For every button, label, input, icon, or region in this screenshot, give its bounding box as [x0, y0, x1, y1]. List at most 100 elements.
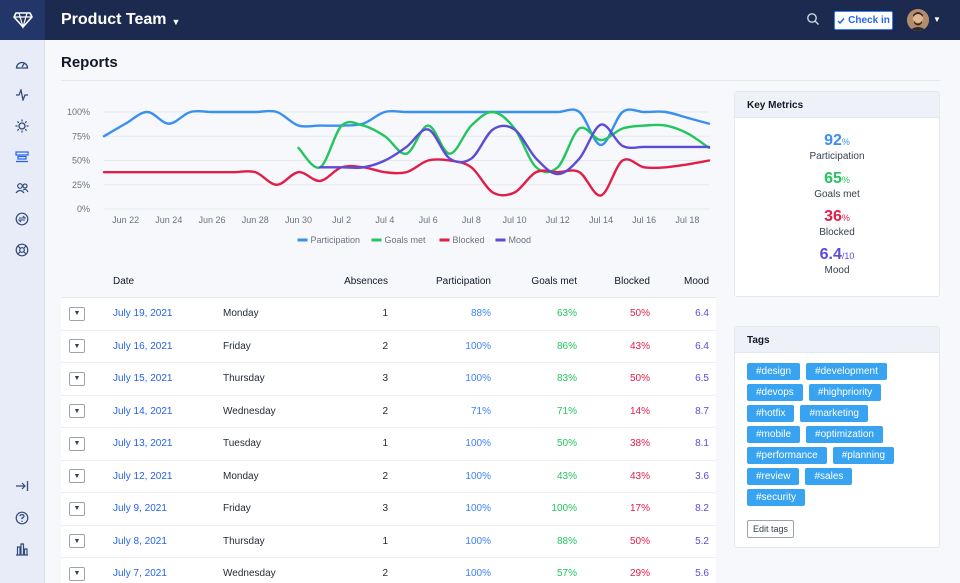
- table-row[interactable]: ▼ July 14, 2021 Wednesday 2 71% 71% 14% 8.7: [61, 395, 716, 428]
- support-icon[interactable]: [13, 241, 31, 259]
- x-tick-label: Jul 12: [546, 215, 570, 225]
- table-row[interactable]: ▼ July 9, 2021 Friday 3 100% 100% 17% 8.2: [61, 493, 716, 526]
- tag-chip[interactable]: #performance: [747, 447, 827, 464]
- chevron-down-icon[interactable]: ▼: [933, 15, 941, 24]
- y-tick-label: 25%: [72, 180, 90, 190]
- tag-chip[interactable]: #planning: [832, 447, 895, 464]
- table-row[interactable]: ▼ July 13, 2021 Tuesday 1 100% 50% 38% 8.1: [61, 428, 716, 461]
- activity-icon[interactable]: [13, 86, 31, 104]
- row-date-link[interactable]: July 15, 2021: [113, 373, 173, 385]
- tag-chip[interactable]: #development: [806, 363, 887, 380]
- reports-icon[interactable]: [13, 540, 31, 558]
- row-absences: 2: [382, 470, 388, 482]
- table-row[interactable]: ▼ July 16, 2021 Friday 2 100% 86% 43% 6.4: [61, 330, 716, 363]
- header-mood[interactable]: Mood: [683, 276, 709, 287]
- logo[interactable]: [0, 0, 45, 40]
- tag-chip[interactable]: #hotfix: [747, 405, 795, 422]
- row-blocked: 29%: [629, 568, 650, 580]
- edit-tags-button[interactable]: Edit tags: [747, 520, 795, 538]
- key-metrics-panel: Key Metrics 92% Participation 65% Goals …: [734, 91, 940, 297]
- tag-chip[interactable]: #design: [747, 363, 801, 380]
- expand-row-button[interactable]: ▼: [69, 436, 85, 451]
- sync-icon[interactable]: [13, 210, 31, 228]
- check-icon: [837, 17, 845, 24]
- x-tick-label: Jul 6: [419, 215, 438, 225]
- row-mood: 8.7: [695, 405, 709, 417]
- top-bar: Product Team ▼ Check in ▼: [0, 0, 960, 40]
- row-date-link[interactable]: July 16, 2021: [113, 340, 173, 352]
- tag-chip[interactable]: #sales: [805, 468, 853, 485]
- header-date[interactable]: Date: [113, 276, 135, 287]
- row-date-link[interactable]: July 8, 2021: [113, 535, 167, 547]
- tag-chip[interactable]: #security: [747, 489, 806, 506]
- team-switcher[interactable]: Product Team ▼: [61, 11, 180, 29]
- table-row[interactable]: ▼ July 15, 2021 Thursday 3 100% 83% 50% 6.5: [61, 363, 716, 396]
- metric-blocked-label: Blocked: [819, 227, 855, 238]
- row-date-link[interactable]: July 7, 2021: [113, 568, 167, 580]
- x-tick-label: Jun 22: [112, 215, 139, 225]
- row-participation: 100%: [465, 438, 491, 450]
- table-header: Date Absences Participation Goals met Bl…: [61, 266, 716, 298]
- dashboard-icon[interactable]: [13, 55, 31, 73]
- metric-goals-value: 65: [824, 170, 842, 187]
- tag-chip[interactable]: #mobile: [747, 426, 801, 443]
- expand-row-button[interactable]: ▼: [69, 371, 85, 386]
- tag-chip[interactable]: #review: [747, 468, 800, 485]
- x-tick-label: Jul 8: [462, 215, 481, 225]
- row-goals-met: 83%: [556, 373, 577, 385]
- row-goals-met: 63%: [556, 308, 577, 320]
- check-in-button[interactable]: Check in: [834, 11, 893, 30]
- row-day: Monday: [223, 308, 259, 320]
- row-absences: 1: [382, 535, 388, 547]
- row-date-link[interactable]: July 9, 2021: [113, 503, 167, 515]
- header-participation[interactable]: Participation: [435, 276, 491, 287]
- divider: [61, 80, 940, 81]
- expand-row-button[interactable]: ▼: [69, 339, 85, 354]
- row-blocked: 43%: [629, 340, 650, 352]
- tags-panel: Tags #design #development #devops #highprio…: [734, 326, 940, 548]
- row-day: Tuesday: [223, 438, 261, 450]
- x-tick-label: Jul 10: [503, 215, 527, 225]
- metric-unit: %: [841, 175, 850, 185]
- row-absences: 2: [382, 568, 388, 580]
- table-row[interactable]: ▼ July 7, 2021 Wednesday 2 100% 57% 29% 5.6: [61, 558, 716, 583]
- expand-row-button[interactable]: ▼: [69, 469, 85, 484]
- expand-row-button[interactable]: ▼: [69, 306, 85, 321]
- sun-icon[interactable]: [13, 117, 31, 135]
- metric-participation-label: Participation: [809, 151, 865, 162]
- users-icon[interactable]: [13, 179, 31, 197]
- avatar[interactable]: [907, 9, 929, 31]
- layers-icon[interactable]: [13, 148, 31, 166]
- row-participation: 100%: [465, 568, 491, 580]
- tag-chip[interactable]: #optimization: [806, 426, 883, 443]
- tag-chip[interactable]: #highpriority: [808, 384, 882, 401]
- header-blocked[interactable]: Blocked: [614, 276, 650, 287]
- table-row[interactable]: ▼ July 8, 2021 Thursday 1 100% 88% 50% 5.2: [61, 525, 716, 558]
- help-icon[interactable]: [13, 509, 31, 527]
- table-row[interactable]: ▼ July 12, 2021 Monday 2 100% 43% 43% 3.6: [61, 460, 716, 493]
- table-body: ▼ July 19, 2021 Monday 1 88% 63% 50% 6.4 ▼ July 1…: [61, 298, 716, 583]
- row-date-link[interactable]: July 13, 2021: [113, 438, 173, 450]
- row-day: Monday: [223, 470, 259, 482]
- expand-row-button[interactable]: ▼: [69, 566, 85, 581]
- row-day: Friday: [223, 340, 251, 352]
- header-goals-met[interactable]: Goals met: [531, 276, 577, 287]
- row-goals-met: 86%: [556, 340, 577, 352]
- expand-row-button[interactable]: ▼: [69, 534, 85, 549]
- search-icon[interactable]: [806, 12, 820, 26]
- reports-chart: 100% 75% 50% 25% 0% Jun 22 Jun 24 Jun 26 Jun 28 J…: [61, 98, 721, 258]
- header-absences[interactable]: Absences: [344, 276, 388, 287]
- table-row[interactable]: ▼ July 19, 2021 Monday 1 88% 63% 50% 6.4: [61, 298, 716, 331]
- collapse-sidebar-icon[interactable]: [13, 477, 31, 495]
- tag-chip[interactable]: #marketing: [800, 405, 868, 422]
- row-date-link[interactable]: July 12, 2021: [113, 470, 173, 482]
- tag-chip[interactable]: #devops: [747, 384, 803, 401]
- team-title: Product Team: [61, 11, 167, 28]
- row-blocked: 50%: [629, 535, 650, 547]
- row-day: Thursday: [223, 373, 265, 385]
- row-date-link[interactable]: July 19, 2021: [113, 308, 173, 320]
- expand-row-button[interactable]: ▼: [69, 404, 85, 419]
- expand-row-button[interactable]: ▼: [69, 501, 85, 516]
- row-date-link[interactable]: July 14, 2021: [113, 405, 173, 417]
- x-tick-label: Jun 26: [199, 215, 226, 225]
